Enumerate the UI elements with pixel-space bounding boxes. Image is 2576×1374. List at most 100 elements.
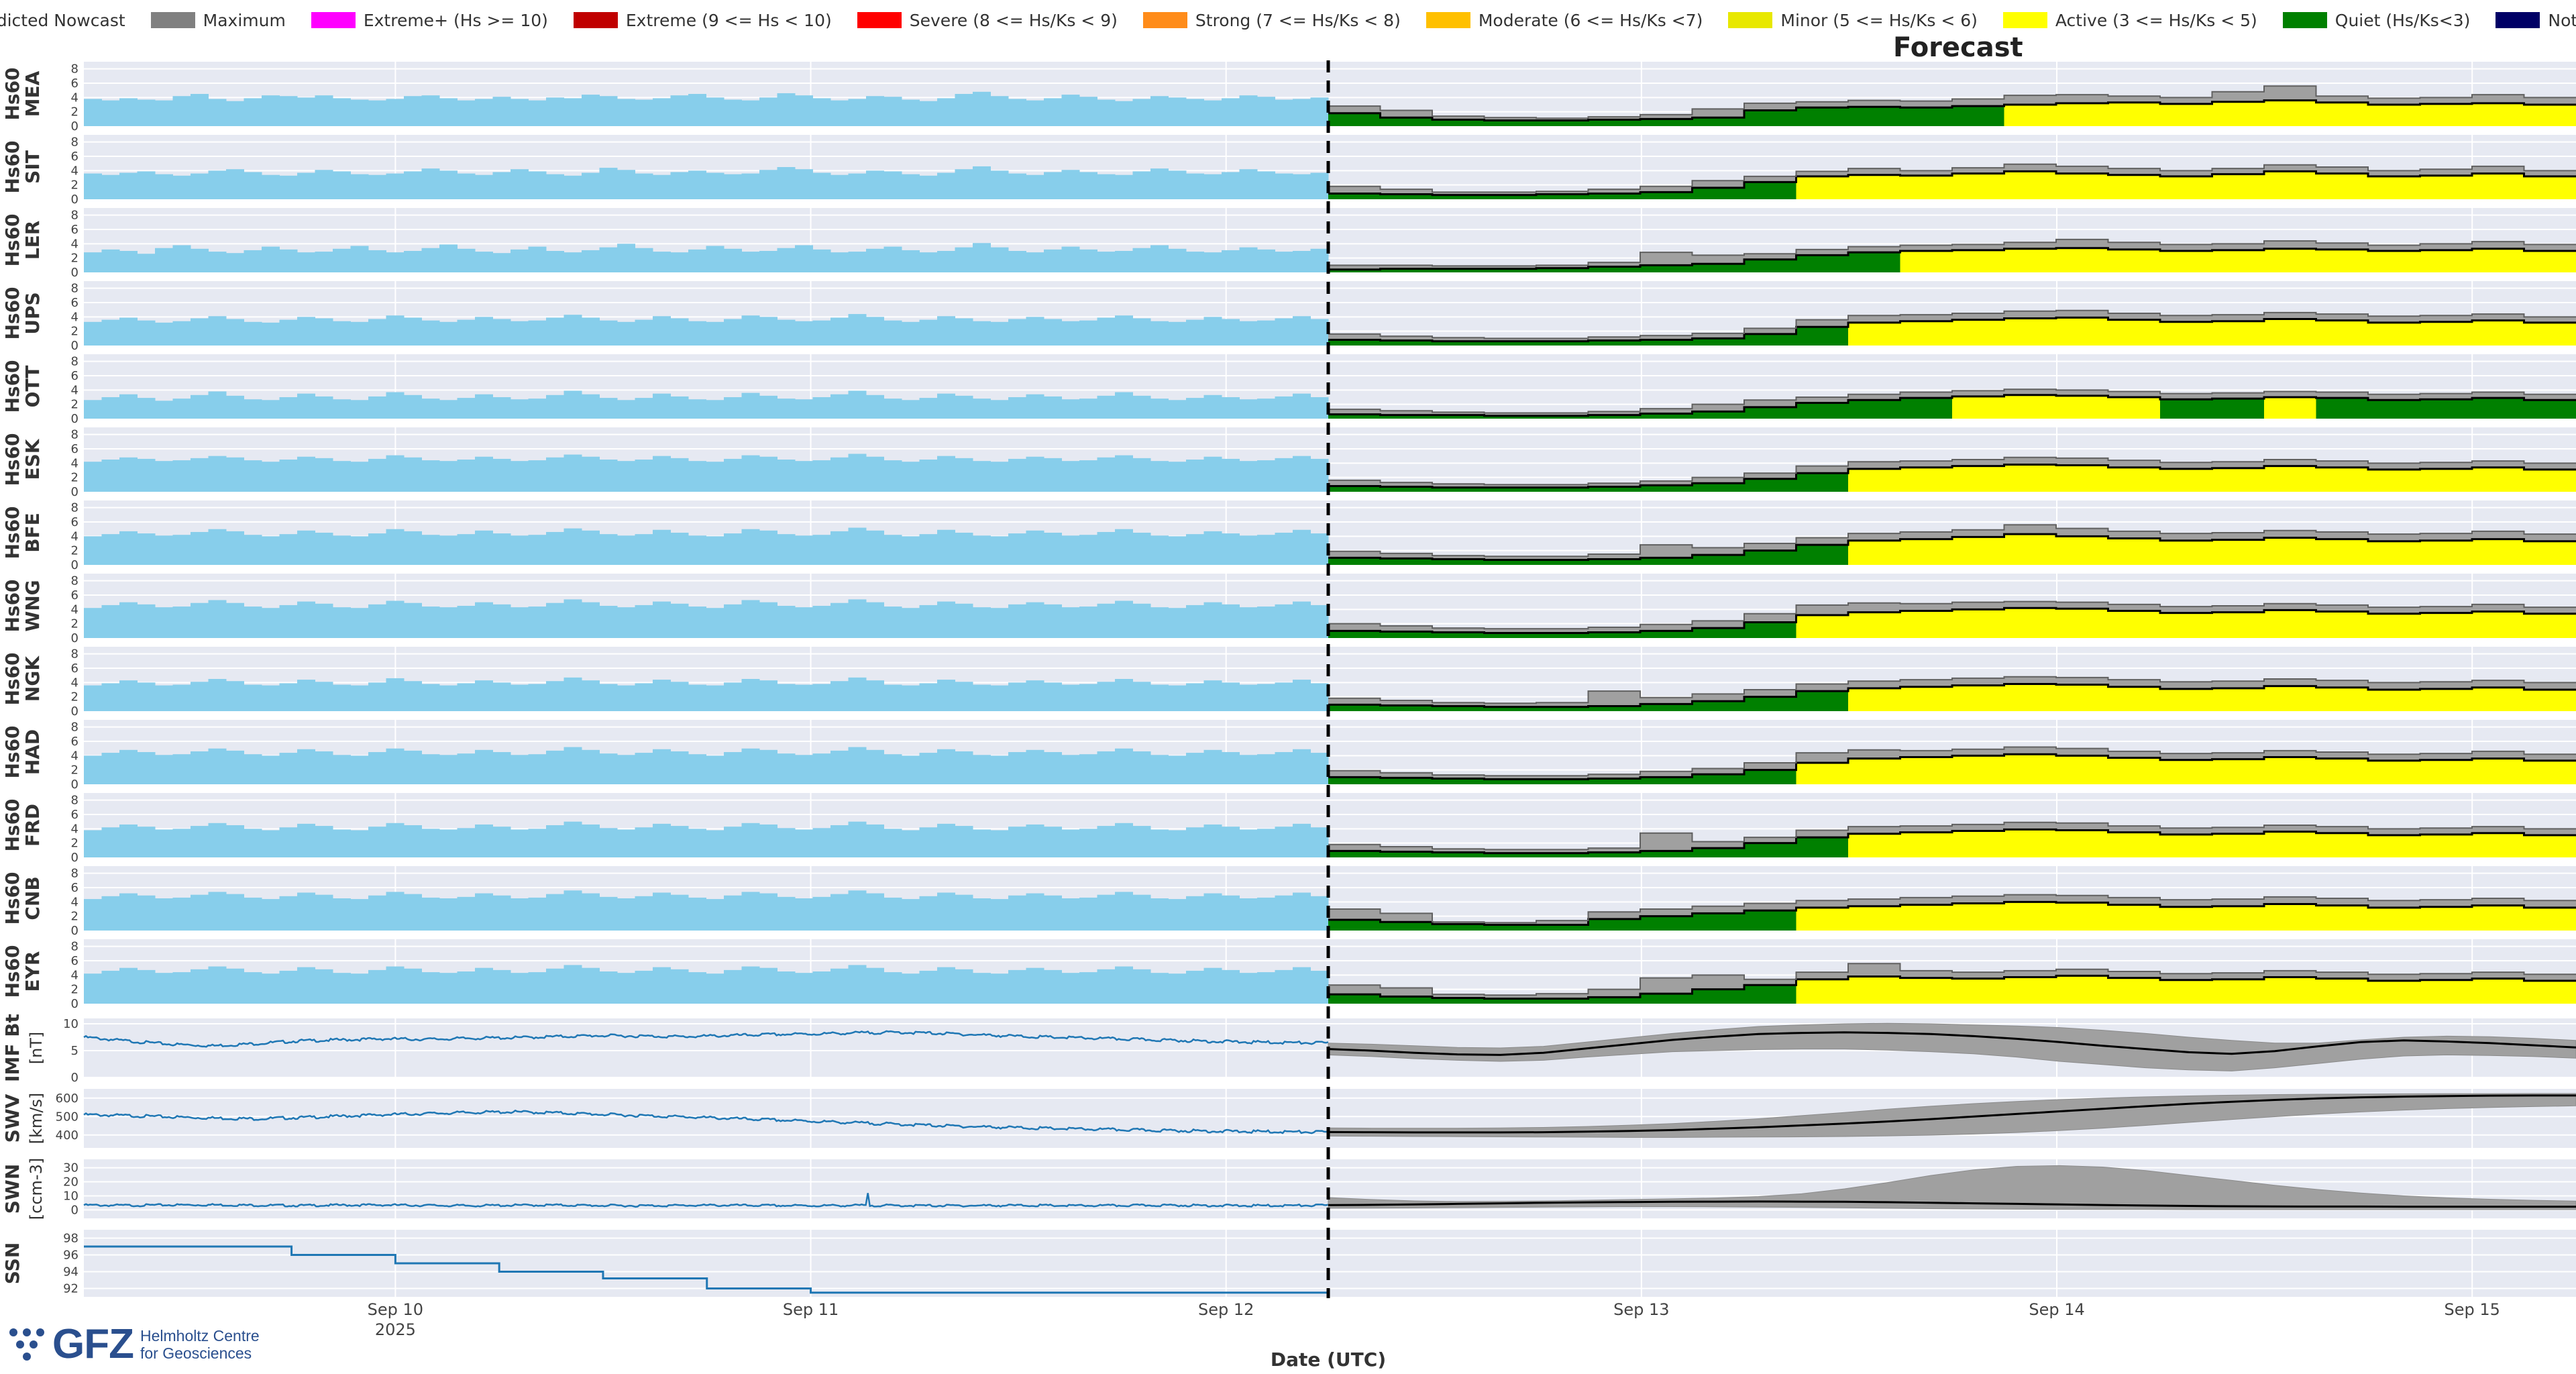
- forecast-median-bar: [2108, 686, 2161, 711]
- nowcast-bar: [1310, 319, 1329, 346]
- nowcast-bar: [1310, 172, 1329, 199]
- forecast-median-bar: [2524, 835, 2576, 857]
- nowcast-bar: [973, 91, 991, 126]
- nowcast-bar: [1132, 751, 1151, 784]
- forecast-max-line: [1328, 85, 2576, 119]
- nowcast-bar: [564, 890, 582, 931]
- nowcast-bar: [1293, 251, 1311, 272]
- forecast-median-bar: [1588, 997, 1641, 1004]
- nowcast-bar: [457, 460, 476, 492]
- forecast-median-bar: [1380, 705, 1433, 711]
- nowcast-bar: [1203, 824, 1222, 857]
- station-label: Hs60: [1, 140, 23, 193]
- nowcast-bar: [457, 683, 476, 711]
- forecast-median-bar: [2316, 467, 2369, 492]
- nowcast-bar: [350, 755, 369, 784]
- nowcast-bar: [1044, 396, 1062, 419]
- nowcast-bar: [439, 400, 458, 419]
- nowcast-bar: [599, 320, 618, 346]
- forecast-max-line: [1328, 600, 2576, 630]
- nowcast-bar: [688, 399, 706, 419]
- forecast-median-bar: [2368, 176, 2420, 199]
- forecast-median-bar: [2056, 248, 2108, 272]
- nowcast-bar: [617, 461, 635, 492]
- forecast-median-bar: [1380, 415, 1433, 419]
- nowcast-bar: [1293, 967, 1311, 1004]
- nowcast-bar: [511, 169, 529, 199]
- nowcast-bar: [883, 535, 902, 565]
- forecast-median-bar: [1640, 485, 1693, 492]
- nowcast-bar: [688, 754, 706, 784]
- nowcast-bar: [1008, 752, 1026, 784]
- forecast-median-bar: [2056, 902, 2108, 931]
- nowcast-bar: [475, 394, 493, 419]
- forecast-median-bar: [1796, 837, 1849, 857]
- nowcast-bar: [902, 830, 920, 857]
- nowcast-bar: [368, 396, 386, 419]
- forecast-median-line: [1328, 900, 2576, 926]
- forecast-median-bar: [1588, 486, 1641, 492]
- nowcast-bar: [582, 172, 600, 199]
- nowcast-bar: [812, 535, 831, 565]
- nowcast-bar: [137, 99, 156, 126]
- forecast-median-bar: [1744, 333, 1796, 346]
- nowcast-bar: [226, 894, 244, 931]
- nowcast-bar: [955, 395, 973, 419]
- nowcast-bar: [830, 100, 849, 126]
- nowcast-bar: [191, 318, 209, 346]
- nowcast-bar: [1257, 535, 1275, 565]
- nowcast-bar: [1061, 399, 1080, 419]
- nowcast-bar: [848, 677, 867, 711]
- nowcast-bar: [1168, 755, 1187, 784]
- nowcast-bar: [1044, 98, 1062, 126]
- nowcast-bar: [439, 98, 458, 126]
- nowcast-bar: [226, 457, 244, 492]
- nowcast-bar: [1186, 827, 1204, 857]
- nowcast-bar: [208, 391, 227, 419]
- forecast-median-bar: [2004, 608, 2057, 638]
- y-tick-label: 400: [56, 1128, 78, 1143]
- nowcast-bar: [848, 599, 867, 638]
- forecast-median-bar: [1952, 609, 2004, 638]
- nowcast-bar: [457, 100, 476, 126]
- nowcast-bar: [511, 973, 529, 1004]
- nowcast-bar: [528, 399, 547, 419]
- y-tick-label: 6: [71, 150, 78, 164]
- legend-item: Minor (5 <= Hs/Ks < 6): [1728, 11, 1978, 30]
- nowcast-bar: [1150, 684, 1169, 711]
- forecast-median-bar: [1484, 341, 1537, 346]
- y-tick-label: 6: [71, 662, 78, 676]
- y-tick-label: 4: [71, 968, 78, 982]
- nowcast-bar: [582, 456, 600, 492]
- nowcast-bar: [262, 246, 280, 272]
- forecast-median-bar: [2212, 833, 2265, 857]
- nowcast-bar: [172, 460, 191, 492]
- nowcast-bar: [191, 94, 209, 126]
- nowcast-bar: [724, 682, 742, 711]
- forecast-median-bar: [2212, 979, 2265, 1004]
- nowcast-bar: [333, 607, 351, 638]
- legend-label: Predicted Nowcast: [0, 10, 125, 30]
- nowcast-bar: [226, 253, 244, 272]
- forecast-median-bar: [2004, 464, 2057, 492]
- nowcast-bar: [902, 400, 920, 419]
- forecast-median-bar: [1900, 175, 1953, 199]
- forecast-median-bar: [1848, 107, 1900, 126]
- forecast-median-bar: [1588, 706, 1641, 711]
- nowcast-bar: [919, 683, 938, 711]
- nowcast-bar: [1132, 826, 1151, 857]
- nowcast-bar: [724, 248, 742, 272]
- forecast-median-bar: [2264, 610, 2316, 638]
- nowcast-bar: [795, 169, 813, 199]
- forecast-median-bar: [1744, 622, 1796, 638]
- nowcast-bar: [1222, 458, 1240, 492]
- nowcast-bar: [973, 829, 991, 857]
- forecast-median-bar: [2108, 174, 2161, 199]
- nowcast-bar: [1061, 829, 1080, 857]
- nowcast-bar: [759, 824, 777, 857]
- nowcast-bar: [101, 753, 120, 784]
- nowcast-bar: [1293, 529, 1311, 565]
- nowcast-bar: [350, 246, 369, 272]
- nowcast-bar: [653, 892, 671, 931]
- nowcast-bar: [1275, 458, 1293, 492]
